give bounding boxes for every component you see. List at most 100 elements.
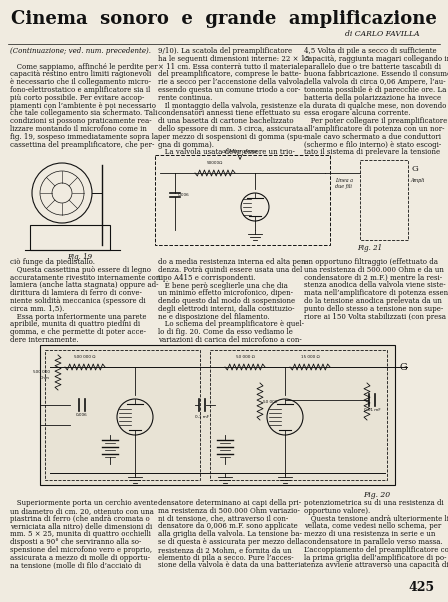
Text: essendo questa un comune triodo a cor-: essendo questa un comune triodo a cor- [158,86,300,94]
Text: è necessario che il collegamento micro-: è necessario che il collegamento micro- [10,78,151,86]
Text: la durata di qualche mese, non dovendo: la durata di qualche mese, non dovendo [304,102,446,110]
Text: male cavo schermato a due conduttori: male cavo schermato a due conduttori [304,133,441,141]
Text: Ohm: Ohm [40,376,50,380]
Text: un diametro di cm. 20, ottenuto con una: un diametro di cm. 20, ottenuto con una [10,507,154,515]
Text: punto dello stesso a tensione non supe-: punto dello stesso a tensione non supe- [304,305,443,313]
Text: condensatore di 2 m.F.) mentre la resi-: condensatore di 2 m.F.) mentre la resi- [304,273,442,282]
Text: Lo schema del preamplificatore è quel-: Lo schema del preamplificatore è quel- [158,320,304,329]
Text: 50 000: 50 000 [263,400,277,404]
Bar [210,350,387,480]
Text: do la tensione anodica prelevata da un: do la tensione anodica prelevata da un [304,297,442,305]
Text: la prima griglia dell’amplificatore di po-: la prima griglia dell’amplificatore di p… [304,554,447,562]
Text: 0,006: 0,006 [76,413,88,417]
Text: 425: 425 [409,581,435,594]
Text: dello spessore di mm. 3 circa, assicurata: dello spessore di mm. 3 circa, assicurat… [158,125,303,133]
Text: Il montaggio della valvola, resistenze e: Il montaggio della valvola, resistenze e [158,102,303,110]
Text: 50000Ω: 50000Ω [207,161,223,165]
Text: verniciata alla nitro) delle dimensioni di: verniciata alla nitro) delle dimensioni … [10,523,152,530]
Text: assicurata a mezzo di molle di opportu-: assicurata a mezzo di molle di opportu- [10,554,150,562]
Text: 15 000 Ω: 15 000 Ω [301,355,319,359]
Text: ha le seguenti dimensioni interne: 22 × 15: ha le seguenti dimensioni interne: 22 × … [158,55,310,63]
Text: condizioni si possono praticamente rea-: condizioni si possono praticamente rea- [10,117,151,125]
Text: È bene però sceglierle una che dia: È bene però sceglierle una che dia [158,281,288,290]
Text: tenza avviene attraverso una capacità di: tenza avviene attraverso una capacità di [304,562,448,569]
Text: Fig. 19: Fig. 19 [68,253,93,261]
Text: capacità restino entro limiti ragionevoli: capacità restino entro limiti ragionevol… [10,70,151,78]
Text: (Continuazione; ved. num. precedente).: (Continuazione; ved. num. precedente). [10,47,151,55]
Text: lamiera (anche latta stagnata) oppure ad-: lamiera (anche latta stagnata) oppure ad… [10,281,159,290]
Text: denza. Potrà quindi essere usata una del: denza. Potrà quindi essere usata una del [158,266,302,274]
Text: Superiormente porta un cerchio avente: Superiormente porta un cerchio avente [10,499,158,507]
Text: mata nell’amplificatore di potenza essen-: mata nell’amplificatore di potenza essen… [304,289,448,297]
Text: na tensione (molle di filo d’acciaio di: na tensione (molle di filo d’acciaio di [10,562,141,569]
Text: gomma, e che permette di poter acce-: gomma, e che permette di poter acce- [10,328,146,336]
Text: densatore determinano ai capi della pri-: densatore determinano ai capi della pri- [158,499,301,507]
Text: parallelo due o tre batterie tascabili di: parallelo due o tre batterie tascabili d… [304,63,441,70]
Text: piastrina di ferro (che andrà cromata o: piastrina di ferro (che andrà cromata o [10,515,150,523]
Bar [40,345,395,485]
Text: Cinema  sonoro  e  grande  amplificazione: Cinema sonoro e grande amplificazione [11,10,437,28]
Text: condensatore in parallelo verso massa.: condensatore in parallelo verso massa. [304,538,443,546]
Text: potenziometrica su di una resistenza di: potenziometrica su di una resistenza di [304,499,444,507]
Text: 500 000: 500 000 [33,370,50,374]
Text: mm. 5 × 25, munita di quattro occhielli: mm. 5 × 25, munita di quattro occhielli [10,530,151,538]
Text: apribile, munita di quattro piedini di: apribile, munita di quattro piedini di [10,320,140,329]
Text: di una basetta di cartone bachelizzato: di una basetta di cartone bachelizzato [158,117,293,125]
Text: ma resistenza di 500.000 Ohm variazio-: ma resistenza di 500.000 Ohm variazio- [158,507,300,515]
Bar [360,160,408,240]
Bar [45,350,200,480]
Text: Fig. 20: Fig. 20 [363,491,390,499]
Text: niente solidità meccanica (spessore di: niente solidità meccanica (spessore di [10,297,146,305]
Text: all’amplificatore di potenza con un nor-: all’amplificatore di potenza con un nor- [304,125,444,133]
Text: G: G [400,362,408,371]
Text: elemento di pila a secco. Pure l’acces-: elemento di pila a secco. Pure l’acces- [158,554,293,562]
Text: 500 000 Ω: 500 000 Ω [74,355,96,359]
Text: una resistenza di 500.000 Ohm e da un: una resistenza di 500.000 Ohm e da un [304,266,444,274]
Text: degli elettrodi interni, dalla costituzio-: degli elettrodi interni, dalla costituzi… [158,305,294,313]
Text: più corto possibile. Per evitare accop-: più corto possibile. Per evitare accop- [10,94,144,102]
Text: stenza anodica della valvola viene siste-: stenza anodica della valvola viene siste… [304,281,446,290]
Text: alla griglia della valvola. La tensione ba-: alla griglia della valvola. La tensione … [158,530,302,538]
Text: tipo A415 e corrispondenti.: tipo A415 e corrispondenti. [158,273,255,282]
Text: densatore da 0,006 m.F. sono applicate: densatore da 0,006 m.F. sono applicate [158,523,298,530]
Text: tonomia possibile è di parecchie ore. La: tonomia possibile è di parecchie ore. La [304,86,446,94]
Text: di CARLO FAVILLA: di CARLO FAVILLA [345,30,420,38]
Text: mezzo di una resistenza in serie e un: mezzo di una resistenza in serie e un [304,530,435,538]
Text: Essa porta inferiormente una parete: Essa porta inferiormente una parete [10,312,146,321]
Text: cassettina del preamplificatore, che per-: cassettina del preamplificatore, che per… [10,141,155,149]
Text: 0,01 mF: 0,01 mF [364,408,380,412]
Text: dere internamente.: dere internamente. [10,336,79,344]
Text: capacità, raggiunta magari collegando in: capacità, raggiunta magari collegando in [304,55,448,63]
Text: per mezzo di sospensioni di gomma (spu-: per mezzo di sospensioni di gomma (spu- [158,133,305,141]
Text: riore ai 150 Volta stabilizzati (con presa: riore ai 150 Volta stabilizzati (con pre… [304,312,446,321]
Text: Fig. 21: Fig. 21 [358,244,383,252]
Text: essa erogare alcuna corrente.: essa erogare alcuna corrente. [304,110,410,117]
Text: lizzare montando il microfono come in: lizzare montando il microfono come in [10,125,147,133]
Text: piamenti con l’ambiente è poi necessario: piamenti con l’ambiente è poi necessario [10,102,156,110]
Text: Questa tensione andrà ulteriormente li-: Questa tensione andrà ulteriormente li- [304,515,448,523]
Text: opportuno valore).: opportuno valore). [304,507,370,515]
Text: al Microfono: al Microfono [223,149,258,154]
Text: se di questa è assicurata per mezzo della: se di questa è assicurata per mezzo dell… [158,538,304,546]
Text: Ampli: Ampli [410,178,424,183]
Text: lo di fig. 20. Come da esso vediamo le: lo di fig. 20. Come da esso vediamo le [158,328,293,336]
Text: 0,1 mF: 0,1 mF [195,415,209,419]
Text: accuratamente rivestito internamente con: accuratamente rivestito internamente con [10,273,160,282]
Text: Linea a
due fili: Linea a due fili [335,178,353,189]
Bar [155,155,330,245]
Text: Questa cassettina può essere di legno: Questa cassettina può essere di legno [10,266,151,274]
Text: Come sappiamo, affinché le perdite per: Come sappiamo, affinché le perdite per [10,63,158,70]
Text: G: G [411,165,418,173]
Text: della valvola di circa 0,06 Ampere, l’au-: della valvola di circa 0,06 Ampere, l’au… [304,78,446,86]
Text: 9/10). La scatola del preamplificatore: 9/10). La scatola del preamplificatore [158,47,292,55]
Text: resistenza di 2 Mohm, e fornita da un: resistenza di 2 Mohm, e fornita da un [158,546,292,554]
Text: 50 000 Ω: 50 000 Ω [236,355,254,359]
Text: ni di tensione, che, attraverso il con-: ni di tensione, che, attraverso il con- [158,515,288,523]
Text: spensione del microfono vero e proprio,: spensione del microfono vero e proprio, [10,546,152,554]
Text: dendo questo dal modo di sospensione: dendo questo dal modo di sospensione [158,297,295,305]
Text: rie a secco per l’accensione della valvola,: rie a secco per l’accensione della valvo… [158,78,306,86]
Text: tato il sistema di prelevare la tensione: tato il sistema di prelevare la tensione [304,149,440,157]
Text: do a media resistenza interna ed alta pen-: do a media resistenza interna ed alta pe… [158,258,308,266]
Text: La valvola usata deve essere un trio-: La valvola usata deve essere un trio- [158,149,295,157]
Text: ciò funge da piedistallo.: ciò funge da piedistallo. [10,258,95,266]
